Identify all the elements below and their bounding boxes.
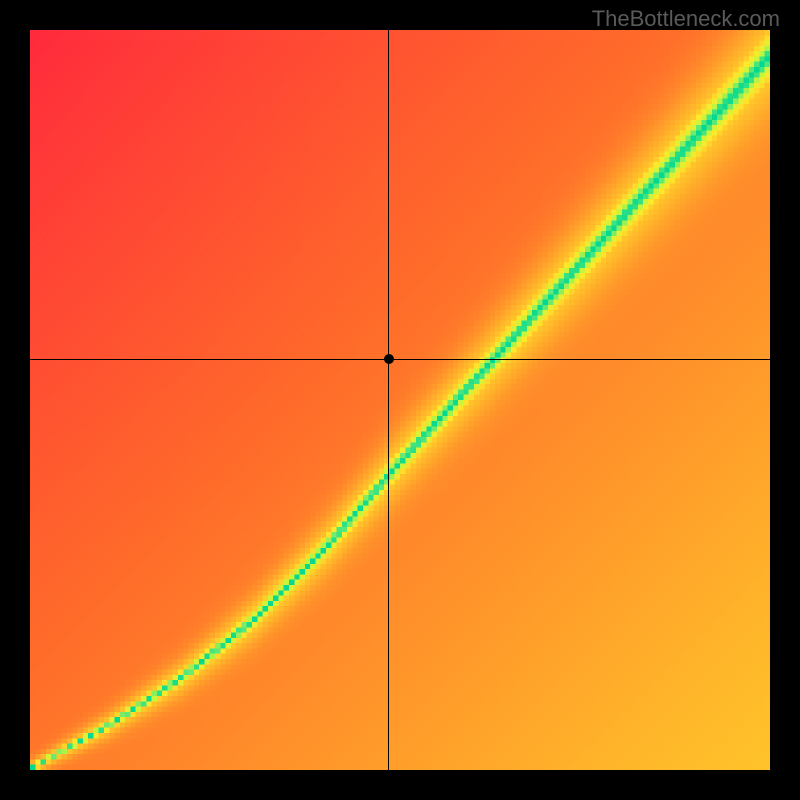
crosshair-horizontal [30, 359, 770, 360]
heatmap-plot [30, 30, 770, 770]
chart-container: TheBottleneck.com [0, 0, 800, 800]
crosshair-marker [384, 354, 394, 364]
crosshair-vertical [388, 30, 389, 770]
watermark-text: TheBottleneck.com [592, 6, 780, 32]
